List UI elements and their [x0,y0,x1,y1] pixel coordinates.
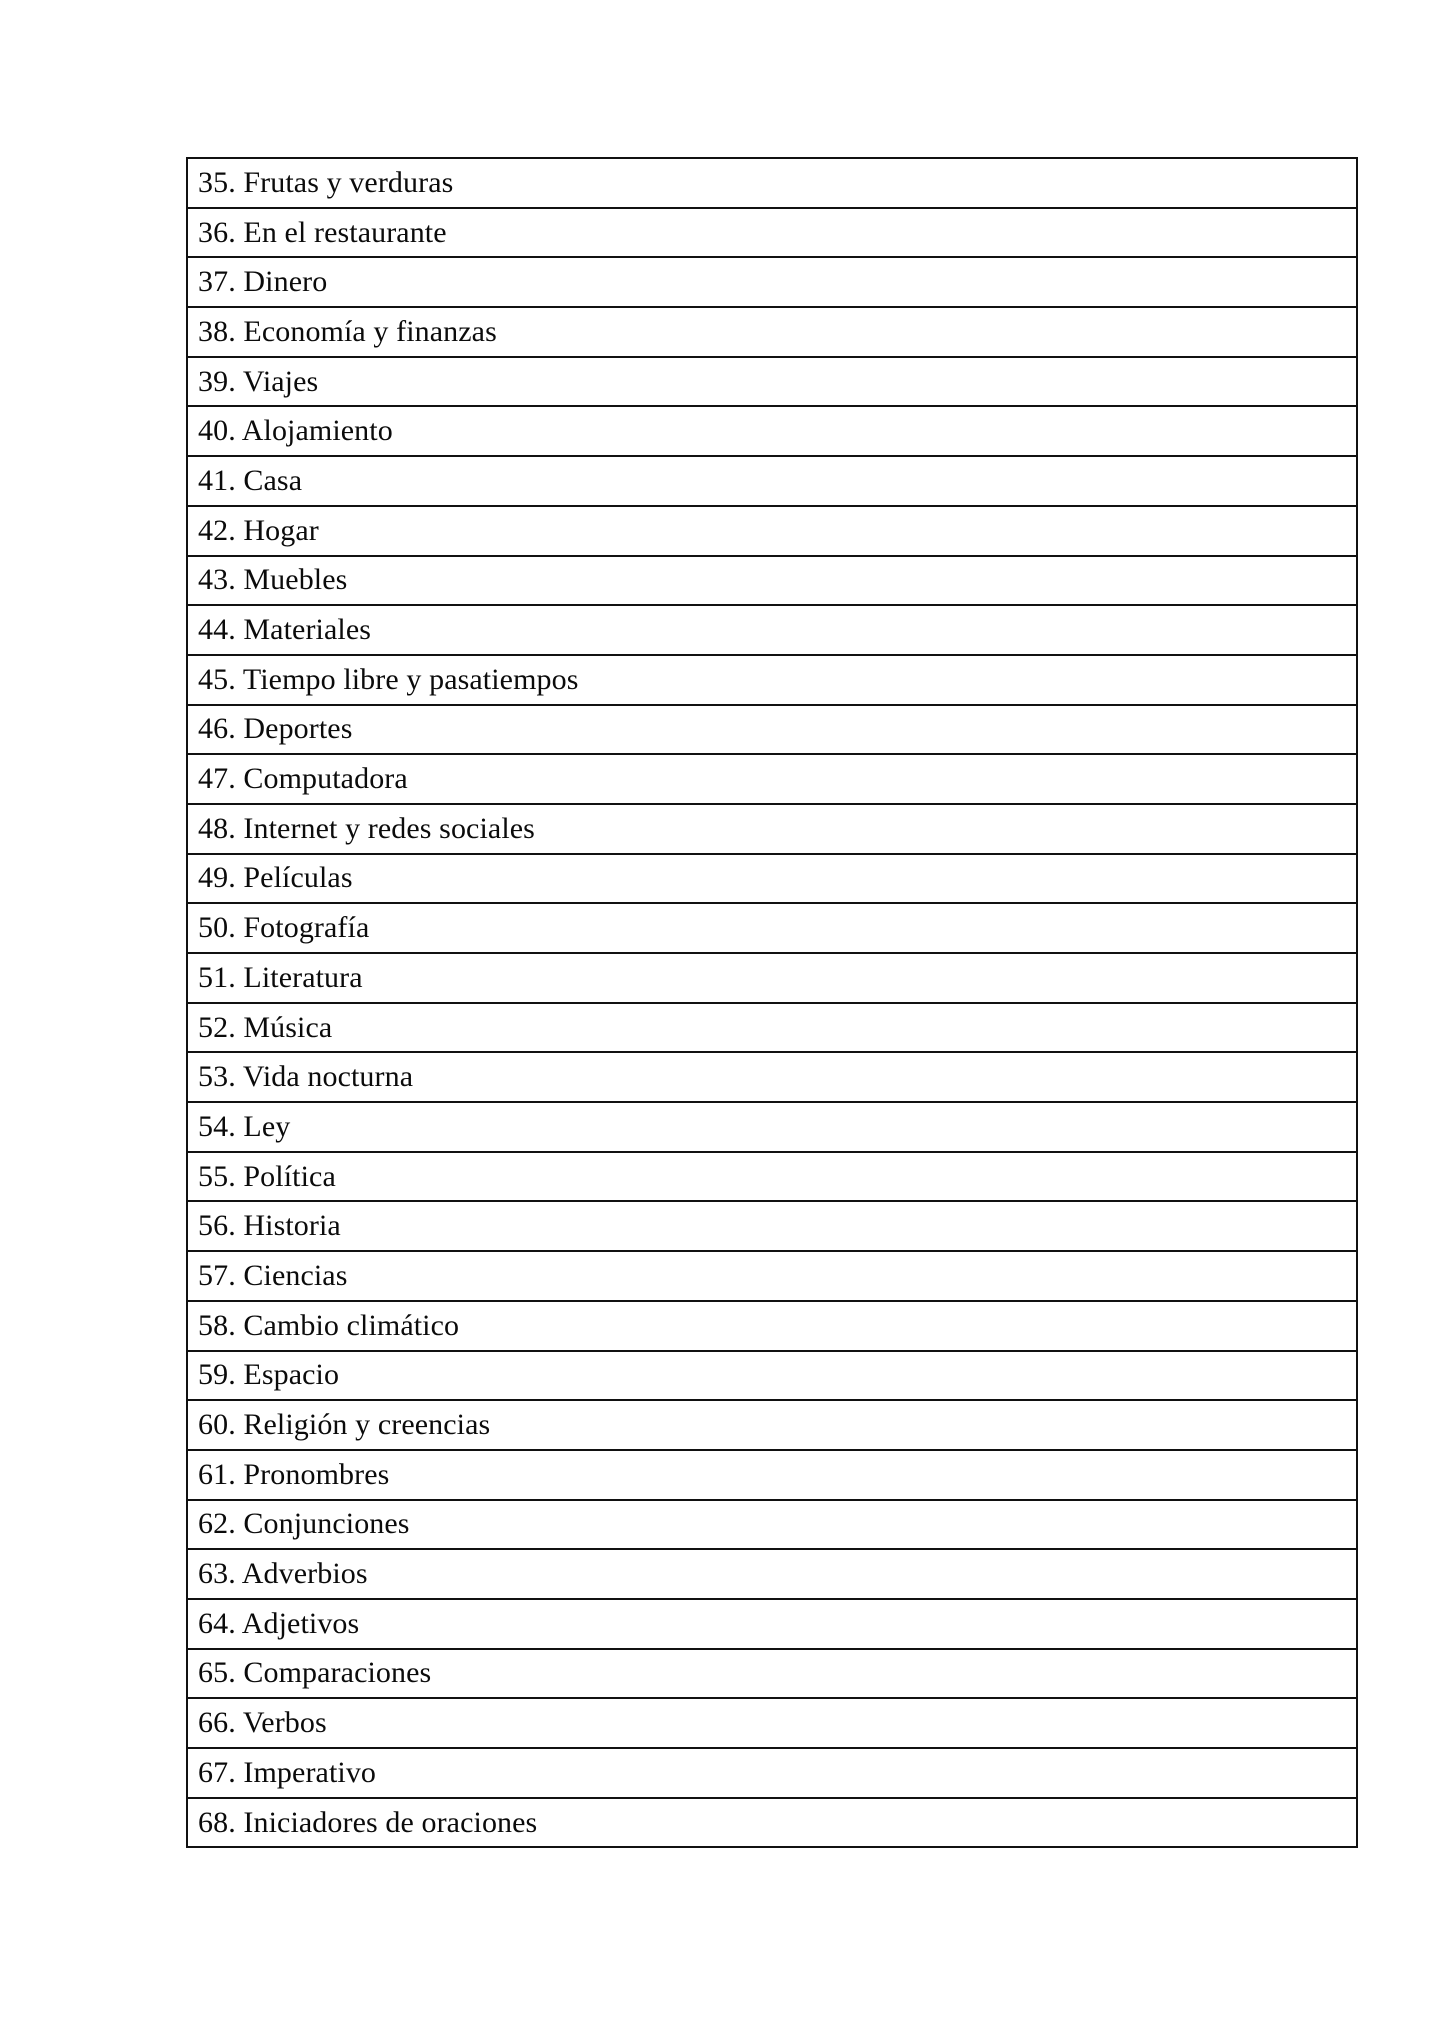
topic-cell: 47. Computadora [186,753,1358,805]
topic-cell: 66. Verbos [186,1697,1358,1749]
table-row: 37. Dinero [186,256,1358,309]
topic-cell: 65. Comparaciones [186,1647,1358,1700]
topic-cell: 68. Iniciadores de oraciones [186,1796,1358,1849]
table-row: 46. Deportes [186,703,1358,756]
table-row: 41. Casa [186,455,1358,507]
table-row: 67. Imperativo [186,1747,1358,1799]
table-row: 61. Pronombres [186,1448,1358,1501]
topic-cell: 37. Dinero [186,256,1358,309]
table-row: 52. Música [186,1001,1358,1054]
table-row: 59. Espacio [186,1349,1358,1402]
topic-cell: 57. Ciencias [186,1250,1358,1302]
table-row: 57. Ciencias [186,1250,1358,1302]
table-row: 62. Conjunciones [186,1498,1358,1551]
table-row: 38. Economía y finanzas [186,306,1358,358]
table-row: 47. Computadora [186,753,1358,805]
table-row: 60. Religión y creencias [186,1399,1358,1451]
topic-cell: 59. Espacio [186,1349,1358,1402]
topic-cell: 58. Cambio climático [186,1299,1358,1352]
table-row: 50. Fotografía [186,902,1358,954]
topic-cell: 42. Hogar [186,504,1358,557]
topic-cell: 49. Películas [186,852,1358,905]
topic-cell: 39. Viajes [186,355,1358,408]
topic-cell: 51. Literatura [186,952,1358,1004]
table-row: 42. Hogar [186,504,1358,557]
topic-cell: 53. Vida nocturna [186,1051,1358,1104]
topic-cell: 43. Muebles [186,554,1358,607]
table-row: 48. Internet y redes sociales [186,802,1358,855]
table-row: 54. Ley [186,1101,1358,1153]
topic-cell: 67. Imperativo [186,1747,1358,1799]
table-row: 65. Comparaciones [186,1647,1358,1700]
topic-cell: 50. Fotografía [186,902,1358,954]
topic-cell: 62. Conjunciones [186,1498,1358,1551]
topic-cell: 60. Religión y creencias [186,1399,1358,1451]
table-row: 56. Historia [186,1200,1358,1253]
topic-cell: 55. Política [186,1150,1358,1203]
topic-cell: 64. Adjetivos [186,1597,1358,1650]
topic-cell: 61. Pronombres [186,1448,1358,1501]
table-body: 35. Frutas y verduras 36. En el restauran… [186,157,1358,1849]
table-row: 35. Frutas y verduras [186,157,1358,209]
table-row: 55. Política [186,1150,1358,1203]
table-row: 43. Muebles [186,554,1358,607]
topic-cell: 46. Deportes [186,703,1358,756]
spanish-topics-table: 35. Frutas y verduras 36. En el restauran… [186,157,1358,1849]
topic-cell: 38. Economía y finanzas [186,306,1358,358]
table-row: 51. Literatura [186,952,1358,1004]
topic-cell: 35. Frutas y verduras [186,157,1358,209]
topic-cell: 52. Música [186,1001,1358,1054]
table-row: 53. Vida nocturna [186,1051,1358,1104]
table-row: 64. Adjetivos [186,1597,1358,1650]
topic-cell: 44. Materiales [186,604,1358,656]
table-row: 49. Películas [186,852,1358,905]
topic-cell: 54. Ley [186,1101,1358,1153]
table-row: 39. Viajes [186,355,1358,408]
table-row: 63. Adverbios [186,1548,1358,1600]
table-row: 44. Materiales [186,604,1358,656]
table-row: 66. Verbos [186,1697,1358,1749]
topic-cell: 41. Casa [186,455,1358,507]
topic-cell: 45. Tiempo libre y pasatiempos [186,653,1358,706]
topic-cell: 63. Adverbios [186,1548,1358,1600]
table-row: 68. Iniciadores de oraciones [186,1796,1358,1849]
table-row: 40. Alojamiento [186,405,1358,458]
topic-cell: 48. Internet y redes sociales [186,802,1358,855]
topic-cell: 36. En el restaurante [186,206,1358,259]
table-row: 45. Tiempo libre y pasatiempos [186,653,1358,706]
topic-cell: 56. Historia [186,1200,1358,1253]
topic-cell: 40. Alojamiento [186,405,1358,458]
table-row: 36. En el restaurante [186,206,1358,259]
table-row: 58. Cambio climático [186,1299,1358,1352]
